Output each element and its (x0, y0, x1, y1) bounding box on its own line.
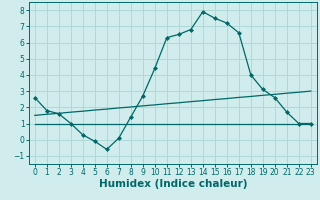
X-axis label: Humidex (Indice chaleur): Humidex (Indice chaleur) (99, 179, 247, 189)
